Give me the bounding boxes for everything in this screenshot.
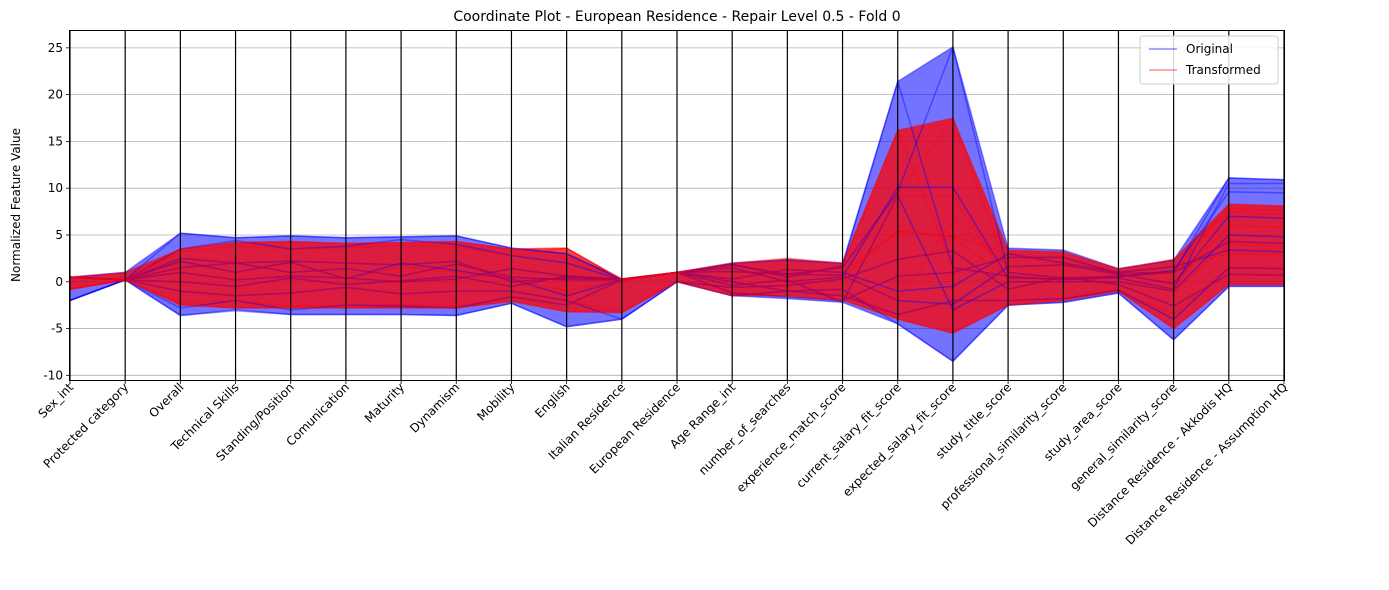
x-tick-label-current-salary-fit-score: current_salary_fit_score [793, 380, 903, 490]
y-tick-label: 15 [48, 134, 63, 148]
band-transformed [70, 118, 1284, 334]
legend: Original Transformed [1139, 35, 1279, 85]
x-tick-label-maturity: Maturity [362, 380, 407, 425]
y-ticks: -10 -5 0 5 10 15 20 25 [43, 41, 70, 382]
y-tick-label: -5 [51, 322, 63, 336]
x-tick-label-dynamism: Dynamism [407, 380, 462, 435]
legend-label-original: Original [1186, 42, 1233, 56]
chart-title: Coordinate Plot - European Residence - R… [453, 9, 900, 25]
y-tick-label: 25 [48, 41, 63, 55]
x-tick-label-european-residence: European Residence [587, 380, 683, 476]
plot-frame [69, 30, 1285, 381]
x-tick-label-overall: Overall [146, 380, 186, 420]
x-tick-label-expected-salary-fit-score: expected_salary_fit_score [840, 380, 959, 499]
y-tick-label: 10 [48, 181, 63, 195]
x-tick-label-number-of-searches: number_of_searches [696, 380, 794, 478]
y-axis-label: Normalized Feature Value [9, 128, 23, 282]
x-tick-label-sex-int: Sex_int [35, 380, 76, 421]
x-tick-label-mobility: Mobility [474, 380, 517, 423]
x-tick-label-english: English [532, 380, 573, 421]
series-bands [70, 46, 1284, 362]
y-tick-label: 5 [55, 228, 63, 242]
y-tick-label: 20 [48, 88, 63, 102]
x-tick-label-experience-match-score: experience_match_score [734, 380, 849, 495]
legend-box [1139, 35, 1279, 85]
x-tick-label-general-similarity-score: general_similarity_score [1067, 380, 1180, 493]
y-tick-label: -10 [43, 368, 63, 382]
legend-label-transformed: Transformed [1185, 63, 1261, 77]
feature-axes [69, 31, 1285, 380]
y-tick-label: 0 [55, 275, 63, 289]
